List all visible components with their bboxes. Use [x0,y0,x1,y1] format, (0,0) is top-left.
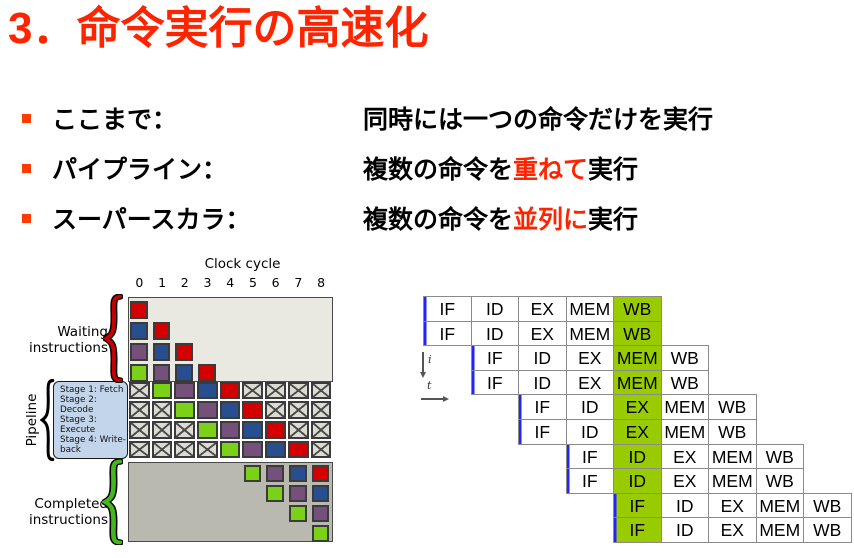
bullet-desc: 複数の命令を並列に実行 [363,195,638,245]
stage-cell: WB [755,468,804,494]
desc-text-highlight: 重ねて [513,156,589,184]
stage-cell: EX [565,345,614,371]
stage-cell: ID [660,492,709,519]
stage-cell: WB [660,369,709,396]
bullet-desc: 同時には一つの命令だけを実行 [363,95,713,145]
stage-cell: WB [660,345,709,371]
waiting-label-line: instructions [28,340,108,356]
stage-label: Stage 4: Write-back [60,435,126,455]
bullet-desc: 複数の命令を重ねて実行 [363,145,638,195]
stage-cell-highlighted: EX [613,419,662,445]
waiting-label: Waiting instructions [8,324,108,356]
axis-t-arrowhead [443,395,449,402]
stage-cell: WB [708,419,757,445]
stage-cell: EX [660,443,709,470]
stage-cell: MEM [755,517,804,543]
completed-label-line: Completed [34,496,108,512]
stage-cell: EX [708,517,757,543]
bullet-marker [22,114,31,123]
desc-text: 複数の命令を [363,156,514,184]
stage-cell: IF [423,296,472,322]
stage-cell: EX [660,468,709,494]
stage-cell: MEM [565,320,614,347]
stage-cell-highlighted: WB [613,320,662,347]
stage-cell: EX [565,369,614,396]
stage-cell-highlighted: IF [613,517,662,543]
stage-cell-highlighted: ID [613,443,662,470]
stage-cell: MEM [755,492,804,519]
stage-cell: ID [470,320,519,347]
stage-cell: MEM [708,443,757,470]
stage-label: Stage 3: Execute [60,415,97,435]
bullet-item-here: ここまで： 同時には一つの命令だけを実行 [0,95,854,145]
bullet-term: スーパースカラ： [52,206,251,234]
pipeline-brace [40,378,55,462]
stage-cell: IF [518,419,567,445]
axis-i-label: i [428,353,432,366]
axis-i-arrowhead [419,372,426,378]
waiting-label-line: Waiting [57,324,108,340]
stage-cell: IF [423,320,472,347]
axis-i-line [422,352,424,373]
stage-cell: MEM [660,394,709,420]
stage-cell: IF [565,443,614,470]
desc-text-highlight: 並列に [513,206,589,234]
bullet-item-superscalar: スーパースカラ： 複数の命令を並列に実行 [0,195,854,245]
stage-cell: WB [708,394,757,420]
waiting-brace [103,294,123,383]
stage-cell: WB [755,443,804,470]
axis-t-label: t [427,379,432,392]
stage-cell: ID [518,369,567,396]
stage-cell-highlighted: MEM [613,345,662,371]
stage-cell: IF [470,369,519,396]
stage-cell-highlighted: EX [613,394,662,420]
stage-cell: IF [565,468,614,494]
stage-cell: WB [803,517,852,543]
desc-text: 実行 [588,156,639,184]
stage-cell: MEM [708,468,757,494]
bullet-marker [22,164,31,173]
stage-cell-highlighted: IF [613,492,662,519]
stage-cell: EX [708,492,757,519]
stage-label: Stage 2: Decode [60,395,97,415]
stage-label: Stage 1: Fetch [60,385,124,395]
stage-cell: EX [518,296,567,322]
slide-title: 3．命令実行の高速化 [8,4,429,53]
stage-cell: ID [518,345,567,371]
stage-cell: WB [803,492,852,519]
pipeline-stages-box: Stage 1: Fetch Stage 2: Decode Stage 3: Ex… [53,381,128,459]
stage-cell: IF [470,345,519,371]
bullet-item-pipeline: パイプライン： 複数の命令を重ねて実行 [0,145,854,195]
stage-cell-highlighted: ID [613,468,662,494]
stage-cell: EX [518,320,567,347]
desc-text: 複数の命令を [363,206,514,234]
desc-text: 同時には一つの命令だけを実行 [363,106,714,134]
stage-cell: ID [565,394,614,420]
completed-brace [102,459,123,545]
stage-cell-highlighted: WB [613,296,662,322]
stage-cell: MEM [565,296,614,322]
stage-cell: ID [660,517,709,543]
completed-label: Completed instructions [6,496,108,528]
stage-cell: IF [518,394,567,420]
stage-cell-highlighted: MEM [613,369,662,396]
clock-cycle-label: Clock cycle [204,256,281,272]
stage-cell: MEM [660,419,709,445]
completed-label-line: instructions [28,512,108,528]
stage-cell: ID [470,296,519,322]
bullet-term: ここまで： [52,106,178,134]
axis-t-line [421,398,444,400]
desc-text: 実行 [588,206,639,234]
stage-cell: ID [565,419,614,445]
bullet-marker [22,214,31,223]
bullet-term: パイプライン： [52,156,228,184]
